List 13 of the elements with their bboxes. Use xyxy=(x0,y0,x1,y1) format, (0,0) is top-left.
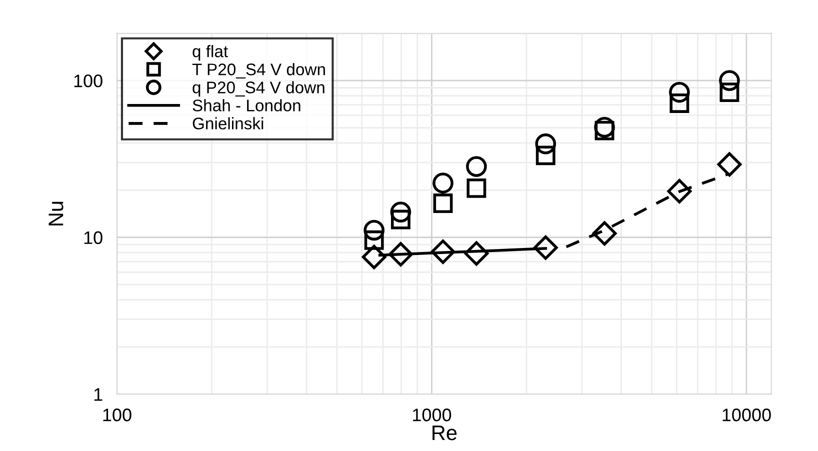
x-tick-label: 100 xyxy=(103,408,132,422)
legend-label: T P20_S4 V down xyxy=(192,63,325,78)
legend-label: Gnielinski xyxy=(192,117,264,130)
y-tick-label: 1 xyxy=(94,388,102,401)
legend-label: q flat xyxy=(192,45,228,61)
legend-label: Shah - London xyxy=(192,99,300,112)
x-axis-title: Re xyxy=(432,426,457,440)
y-tick-label: 100 xyxy=(74,74,102,88)
y-tick-label: 10 xyxy=(84,231,102,244)
x-tick-label: 1000 xyxy=(413,408,452,422)
legend-label: q P20_S4 V down xyxy=(192,81,324,97)
x-tick-label: 10000 xyxy=(722,408,771,422)
y-axis-title: Nu xyxy=(48,202,64,226)
